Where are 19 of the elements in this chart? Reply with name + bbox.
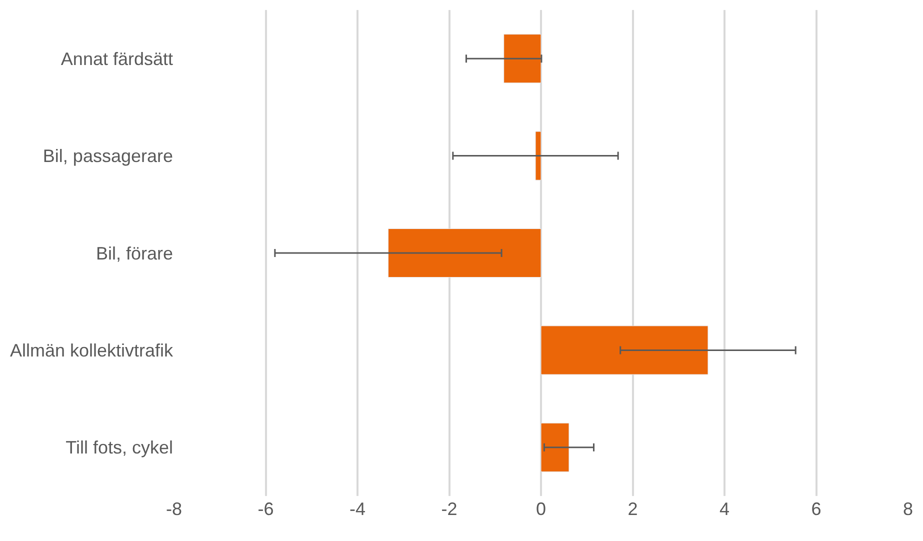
x-tick-label: 2 [628,499,638,519]
x-tick-label: -8 [166,499,182,519]
y-tick-label: Bil, passagerare [42,146,173,166]
x-tick-label: 6 [811,499,822,519]
bar [388,228,542,278]
y-tick-label: Allmän kollektivtrafik [10,340,174,360]
y-tick-label: Till fots, cykel [66,438,173,458]
bar [540,422,570,472]
x-tick-label: 8 [902,499,914,519]
y-tick-label: Bil, förare [96,243,173,264]
x-tick-label: -6 [258,499,274,519]
bar [535,131,542,180]
x-tick-label: -4 [349,499,366,519]
bar [540,326,708,375]
x-tick-label: 0 [536,499,546,519]
bar [504,34,542,84]
x-tick-label: -2 [441,499,458,519]
y-tick-label: Annat färdsätt [60,48,173,69]
x-tick-label: 4 [719,499,730,519]
